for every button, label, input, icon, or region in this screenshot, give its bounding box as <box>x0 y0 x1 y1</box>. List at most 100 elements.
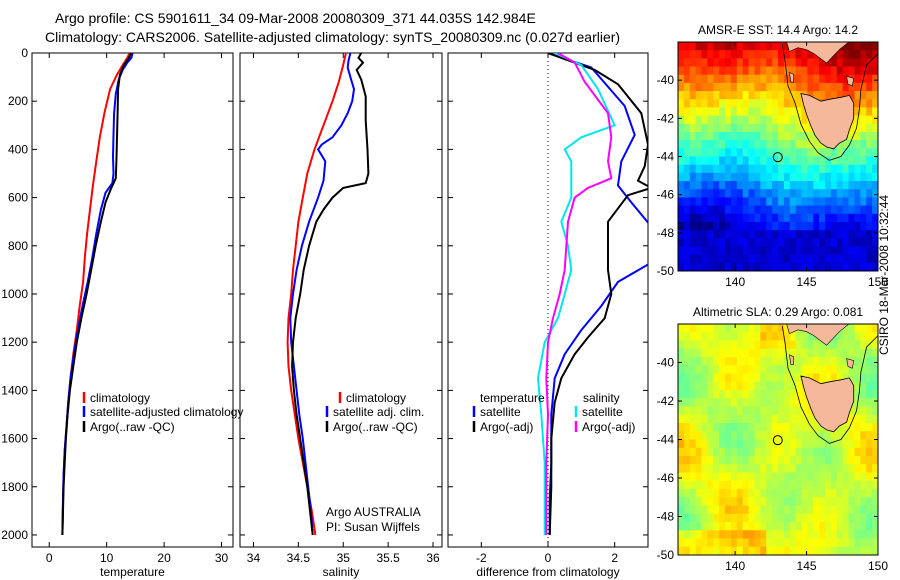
map-cell <box>754 546 761 555</box>
map-cell <box>701 546 709 555</box>
map-cell <box>836 164 844 174</box>
map-cell <box>772 131 779 141</box>
map-cell <box>872 181 878 190</box>
map-cell <box>836 50 844 59</box>
map-cell <box>848 530 856 540</box>
map-cell <box>754 115 761 125</box>
map-cell <box>789 82 797 92</box>
map-cell <box>778 262 785 271</box>
map-cell <box>689 66 697 76</box>
map-cell <box>754 213 761 223</box>
map-cell <box>760 66 767 76</box>
map-cell <box>778 172 785 182</box>
map-cell <box>772 340 779 350</box>
map-cell <box>795 58 803 68</box>
map-cell <box>736 246 744 256</box>
map-cell <box>707 66 714 76</box>
map-cell <box>854 513 861 523</box>
map-cell <box>848 489 856 498</box>
map-cell <box>848 262 856 271</box>
map-cell <box>748 238 756 248</box>
map-cell <box>719 373 726 383</box>
map-cell <box>760 140 767 149</box>
map-cell <box>854 213 861 223</box>
map-cell <box>813 456 820 465</box>
series-line-magenta <box>545 53 613 535</box>
map-cell <box>830 262 838 271</box>
map-cell <box>848 172 856 182</box>
map-cell <box>754 406 761 416</box>
map-cell <box>730 340 738 350</box>
map-cell <box>848 431 856 441</box>
map-cell <box>707 513 714 523</box>
map-cell <box>701 472 709 482</box>
map-cell <box>766 332 773 342</box>
map-cell <box>707 254 714 264</box>
map-cell <box>742 82 750 92</box>
map-cell <box>854 107 861 117</box>
map-cell <box>736 456 744 465</box>
x-tick-label: 35.5 <box>376 551 400 565</box>
map-cell <box>766 414 773 424</box>
map-cell <box>742 530 750 540</box>
map-cell <box>830 464 838 474</box>
map-cell <box>701 205 709 215</box>
map-cell <box>678 423 685 432</box>
map-cell <box>713 489 720 498</box>
map-cell <box>707 172 714 182</box>
map-cell <box>795 447 803 457</box>
map-cell <box>854 332 861 342</box>
map-cell <box>719 230 726 239</box>
map-cell <box>783 513 791 523</box>
map-cell <box>848 197 856 207</box>
map-cell <box>825 439 832 449</box>
map-cell <box>689 50 697 59</box>
map-cell <box>719 66 726 76</box>
map-cell <box>860 439 867 449</box>
map-cell <box>813 546 820 555</box>
map-cell <box>872 254 878 264</box>
map-cell <box>701 254 709 264</box>
map-cell <box>789 456 797 465</box>
map-cell <box>701 414 709 424</box>
map-cell <box>807 480 814 490</box>
map-cell <box>701 530 709 540</box>
map-cell <box>778 472 785 482</box>
map-cell <box>748 390 756 399</box>
map-cell <box>689 340 697 350</box>
map-cell <box>754 480 761 490</box>
map-cell <box>766 472 773 482</box>
map-cell <box>783 213 791 223</box>
map-cell <box>866 447 873 457</box>
map-cell <box>748 538 756 548</box>
map-cell <box>872 58 878 68</box>
map-cell <box>736 262 744 271</box>
map-cell <box>801 189 809 198</box>
map-cell <box>683 546 691 555</box>
map-cell <box>725 42 732 51</box>
map-cell <box>748 156 756 166</box>
map-cell <box>789 197 797 207</box>
map-cell <box>725 189 732 198</box>
map-cell <box>713 324 720 333</box>
map-cell <box>848 50 856 59</box>
map-cell <box>795 505 803 515</box>
map-cell <box>860 123 867 133</box>
map-cell <box>836 140 844 149</box>
map-cell <box>695 324 703 333</box>
map-cell <box>754 332 761 342</box>
map-cell <box>707 148 714 158</box>
map-cell <box>701 489 709 498</box>
map-cell <box>730 262 738 271</box>
map-cell <box>748 148 756 158</box>
map-cell <box>701 123 709 133</box>
map-cell <box>872 140 878 149</box>
map-cell <box>713 406 720 416</box>
map-cell <box>689 398 697 408</box>
x-tick-label: 150 <box>868 559 888 573</box>
map-cell <box>848 546 856 555</box>
map-cell <box>866 406 873 416</box>
map-cell <box>872 66 878 76</box>
map-cell <box>795 497 803 507</box>
map-cell <box>736 546 744 555</box>
